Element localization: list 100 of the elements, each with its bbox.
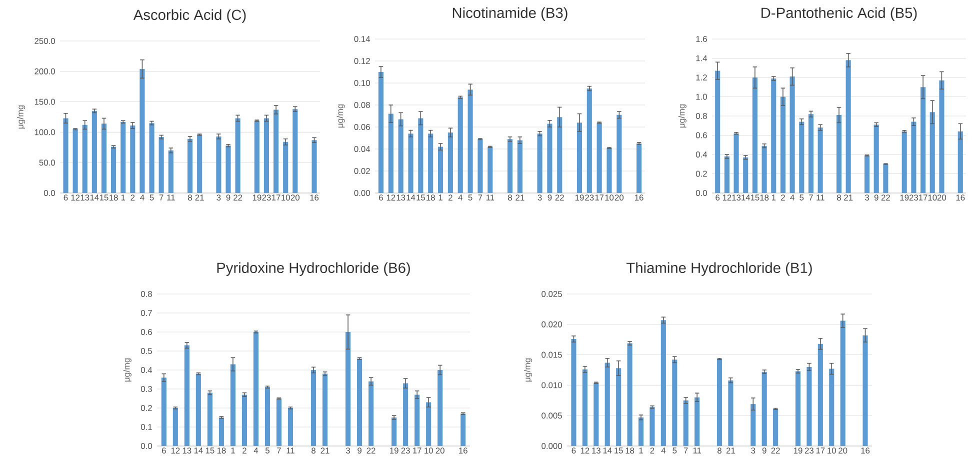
bar <box>101 124 107 193</box>
bar <box>864 155 870 193</box>
x-tick-label: 5 <box>265 448 270 454</box>
x-tick-label: 18 <box>760 194 769 201</box>
bar <box>388 114 394 193</box>
bar <box>576 122 582 193</box>
x-tick-label: 16 <box>459 448 468 454</box>
y-tick-label: 0.06 <box>354 124 370 130</box>
bar <box>616 114 622 193</box>
y-tick-label: 0.08 <box>354 102 370 108</box>
bar <box>930 112 935 193</box>
bar <box>448 132 453 193</box>
bar <box>660 320 666 446</box>
bar <box>187 138 193 193</box>
x-tick-label: 8 <box>312 448 316 454</box>
bar <box>207 392 212 446</box>
bar <box>312 140 317 193</box>
x-tick-label: 4 <box>140 194 144 200</box>
x-tick-label: 14 <box>742 194 750 200</box>
bar <box>638 417 644 446</box>
y-tick-label: 0.4 <box>140 367 152 373</box>
bar <box>902 131 907 193</box>
bar <box>468 90 473 193</box>
bar <box>557 117 562 193</box>
bar <box>752 77 758 193</box>
x-tick-label: 14 <box>603 448 612 454</box>
x-tick-label: 22 <box>771 448 780 454</box>
x-tick-label: 14 <box>406 194 416 200</box>
chart-title: Nicotinamide (B3) <box>452 7 568 21</box>
x-tick-label: 22 <box>366 448 376 454</box>
x-tick-label: 19 <box>900 194 909 201</box>
bar <box>728 380 734 446</box>
x-tick-label: 17 <box>595 194 604 200</box>
x-tick-label: 21 <box>320 448 330 454</box>
bar <box>672 360 678 446</box>
x-tick-label: 9 <box>874 194 878 201</box>
bar <box>818 128 823 193</box>
bar <box>829 368 834 446</box>
bar <box>478 139 483 193</box>
x-tick-label: 23 <box>909 194 918 201</box>
x-tick-label: 6 <box>716 194 720 201</box>
bar <box>158 137 164 193</box>
bar <box>130 126 136 193</box>
bar <box>438 370 443 446</box>
bar <box>426 402 432 446</box>
x-tick-label: 8 <box>837 194 841 201</box>
y-tick-label: 0.02 <box>354 168 370 174</box>
x-tick-label: 10 <box>928 194 937 201</box>
bar <box>196 374 201 446</box>
bar <box>458 97 463 193</box>
x-tick-label: 3 <box>346 448 350 454</box>
x-tick-label: 23 <box>585 194 594 201</box>
x-tick-label: 23 <box>804 448 814 454</box>
x-tick-label: 11 <box>286 448 294 454</box>
bar <box>762 372 767 446</box>
y-axis-title: μg/mg <box>524 358 532 382</box>
bar <box>594 382 599 446</box>
x-tick-label: 3 <box>216 194 221 201</box>
bar <box>322 374 328 446</box>
bar <box>604 362 610 446</box>
y-tick-label: 0.0 <box>44 190 55 196</box>
bar <box>808 114 814 193</box>
x-tick-label: 20 <box>937 194 946 201</box>
x-tick-label: 9 <box>762 448 766 454</box>
x-tick-label: 7 <box>277 448 281 454</box>
x-tick-label: 1 <box>772 194 776 200</box>
y-tick-label: 0.000 <box>542 443 562 449</box>
bar <box>392 417 397 446</box>
x-tick-label: 13 <box>732 194 741 201</box>
x-tick-label: 2 <box>448 194 452 200</box>
y-tick-label: 0.1 <box>140 424 152 430</box>
x-tick-label: 14 <box>90 194 99 200</box>
x-tick-label: 21 <box>726 448 735 454</box>
x-tick-label: 22 <box>234 194 242 200</box>
x-tick-label: 19 <box>252 194 262 201</box>
bar <box>920 87 926 193</box>
x-tick-label: 18 <box>217 448 226 454</box>
bar <box>218 417 224 446</box>
y-tick-label: 0.00 <box>354 190 370 196</box>
x-tick-label: 7 <box>159 194 164 200</box>
x-tick-label: 13 <box>182 448 192 454</box>
bar <box>874 124 879 193</box>
bar <box>120 122 126 193</box>
y-tick-label: 0.5 <box>140 348 152 354</box>
y-tick-label: 0.4 <box>696 152 708 158</box>
bar <box>283 142 288 193</box>
bar <box>734 133 739 193</box>
bar <box>378 72 384 193</box>
x-tick-label: 10 <box>424 448 433 454</box>
y-axis-title: μg/mg <box>336 104 345 128</box>
x-tick-label: 12 <box>71 194 80 200</box>
y-tick-label: 1.2 <box>696 74 707 80</box>
x-tick-label: 13 <box>592 448 600 454</box>
bar <box>438 146 444 193</box>
x-tick-label: 5 <box>150 194 154 200</box>
chart-title: Pyridoxine Hydrochloride (B6) <box>217 262 410 276</box>
x-tick-label: 7 <box>478 194 482 200</box>
x-tick-label: 23 <box>401 448 410 454</box>
bar <box>63 118 68 193</box>
bar <box>226 146 231 193</box>
